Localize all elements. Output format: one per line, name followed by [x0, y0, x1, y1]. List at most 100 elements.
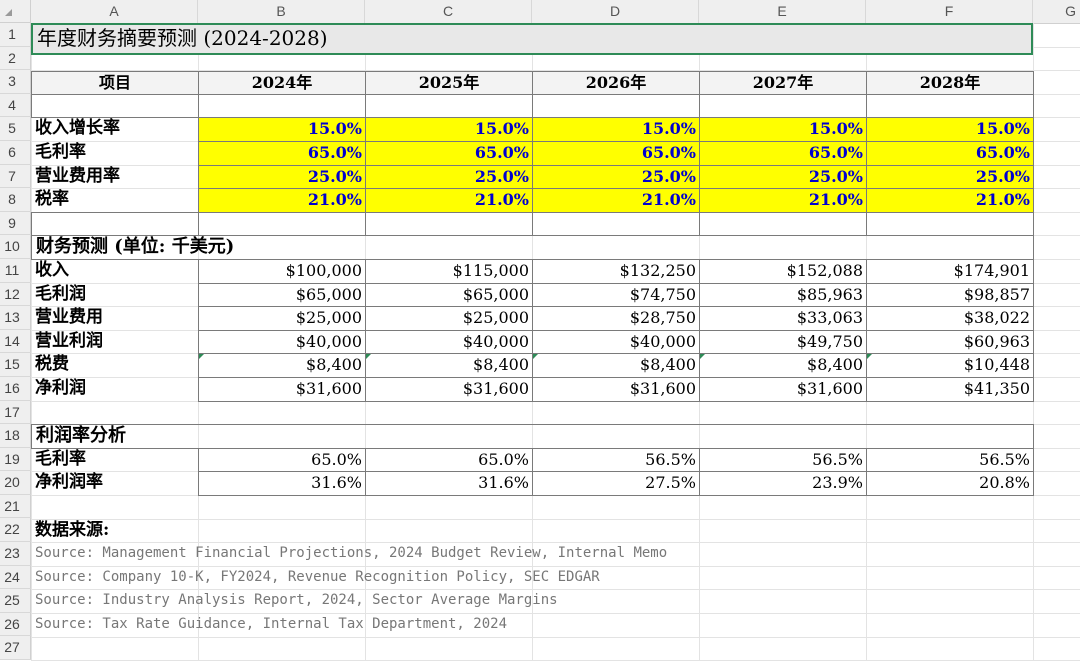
forecast-value-cell[interactable]: $100,000 [198, 259, 366, 284]
assumption-input-cell[interactable]: 15.0% [365, 117, 533, 142]
blank-cell[interactable] [532, 93, 700, 119]
title-cell[interactable]: 年度财务摘要预测 (2024-2028) [31, 23, 1033, 55]
header-year-1[interactable]: 2024年 [198, 71, 366, 95]
assumption-input-cell[interactable]: 65.0% [532, 141, 700, 166]
assumption-input-cell[interactable]: 21.0% [532, 188, 700, 213]
forecast-value-cell[interactable]: $60,963 [866, 329, 1034, 355]
forecast-value-cell[interactable]: $40,000 [365, 329, 533, 355]
header-year-3[interactable]: 2026年 [532, 71, 700, 95]
forecast-value-cell[interactable]: $115,000 [365, 259, 533, 284]
row-header-12[interactable]: 12 [0, 282, 31, 307]
row-header-3[interactable]: 3 [0, 70, 31, 94]
row-header-15[interactable]: 15 [0, 353, 31, 377]
forecast-value-cell[interactable]: $8,400 [198, 353, 366, 378]
row-header-16[interactable]: 16 [0, 376, 31, 401]
forecast-value-cell[interactable]: $65,000 [198, 282, 366, 308]
column-header-a[interactable]: A [31, 0, 198, 23]
assumption-input-cell[interactable]: 65.0% [365, 141, 533, 166]
margin-value-cell[interactable]: 56.5% [532, 447, 700, 473]
forecast-value-cell[interactable]: $28,750 [532, 306, 700, 331]
row-header-21[interactable]: 21 [0, 494, 31, 519]
assumption-input-cell[interactable]: 25.0% [365, 164, 533, 190]
assumption-input-cell[interactable]: 15.0% [198, 117, 366, 142]
forecast-value-cell[interactable]: $152,088 [699, 259, 867, 284]
forecast-value-cell[interactable]: $8,400 [365, 353, 533, 378]
margin-value-cell[interactable]: 23.9% [699, 471, 867, 496]
row-header-13[interactable]: 13 [0, 306, 31, 330]
assumption-input-cell[interactable]: 15.0% [866, 117, 1034, 142]
forecast-value-cell[interactable]: $65,000 [365, 282, 533, 308]
margin-value-cell[interactable]: 20.8% [866, 471, 1034, 496]
header-item[interactable]: 项目 [31, 71, 199, 95]
assumption-input-cell[interactable]: 21.0% [198, 188, 366, 213]
margin-value-cell[interactable]: 56.5% [699, 447, 867, 473]
source-line[interactable]: Source: Company 10-K, FY2024, Revenue Re… [35, 568, 600, 585]
margin-value-cell[interactable]: 31.6% [198, 471, 366, 496]
row-header-18[interactable]: 18 [0, 424, 31, 448]
row-header-27[interactable]: 27 [0, 636, 31, 661]
row-header-19[interactable]: 19 [0, 447, 31, 472]
row-header-8[interactable]: 8 [0, 188, 31, 212]
row-header-6[interactable]: 6 [0, 140, 31, 165]
forecast-value-cell[interactable]: $25,000 [365, 306, 533, 331]
forecast-value-cell[interactable]: $10,448 [866, 353, 1034, 378]
assumption-input-cell[interactable]: 65.0% [198, 141, 366, 166]
blank-cell[interactable] [866, 93, 1034, 119]
column-header-b[interactable]: B [198, 0, 365, 23]
blank-cell[interactable] [31, 93, 199, 119]
blank-cell[interactable] [198, 211, 366, 237]
margin-label[interactable]: 净利润率 [35, 472, 103, 493]
source-line[interactable]: Source: Management Financial Projections… [35, 545, 668, 562]
column-header-e[interactable]: E [699, 0, 866, 23]
blank-cell[interactable] [866, 211, 1034, 237]
row-header-2[interactable]: 2 [0, 46, 31, 71]
column-header-g[interactable]: G [1065, 3, 1076, 19]
blank-cell[interactable] [699, 93, 867, 119]
blank-cell[interactable] [532, 211, 700, 237]
margin-value-cell[interactable]: 65.0% [198, 447, 366, 473]
forecast-value-cell[interactable]: $8,400 [699, 353, 867, 378]
row-header-11[interactable]: 11 [0, 258, 31, 283]
row-header-14[interactable]: 14 [0, 329, 31, 354]
margin-value-cell[interactable]: 65.0% [365, 447, 533, 473]
row-header-4[interactable]: 4 [0, 93, 31, 118]
forecast-value-cell[interactable]: $174,901 [866, 259, 1034, 284]
header-year-2[interactable]: 2025年 [365, 71, 533, 95]
assumption-input-cell[interactable]: 25.0% [699, 164, 867, 190]
column-header-c[interactable]: C [365, 0, 532, 23]
forecast-label[interactable]: 毛利润 [35, 283, 86, 304]
margin-value-cell[interactable]: 27.5% [532, 471, 700, 496]
forecast-value-cell[interactable]: $31,600 [532, 377, 700, 402]
assumption-input-cell[interactable]: 25.0% [866, 164, 1034, 190]
forecast-value-cell[interactable]: $85,963 [699, 282, 867, 308]
header-year-5[interactable]: 2028年 [866, 71, 1034, 95]
blank-cell[interactable] [365, 211, 533, 237]
assumption-input-cell[interactable]: 21.0% [866, 188, 1034, 213]
sources-title[interactable]: 数据来源: [35, 519, 110, 540]
assumption-label[interactable]: 税率 [35, 189, 69, 210]
margin-value-cell[interactable]: 56.5% [866, 447, 1034, 473]
row-header-17[interactable]: 17 [0, 400, 31, 425]
margin-value-cell[interactable]: 31.6% [365, 471, 533, 496]
forecast-value-cell[interactable]: $25,000 [198, 306, 366, 331]
forecast-value-cell[interactable]: $40,000 [198, 329, 366, 355]
forecast-label[interactable]: 净利润 [35, 378, 86, 398]
blank-cell[interactable] [198, 93, 366, 119]
source-line[interactable]: Source: Industry Analysis Report, 2024, … [35, 592, 558, 609]
row-header-24[interactable]: 24 [0, 565, 31, 590]
forecast-label[interactable]: 营业利润 [35, 330, 103, 351]
forecast-value-cell[interactable]: $49,750 [699, 329, 867, 355]
forecast-section-title[interactable]: 财务预测 (单位: 千美元) [31, 235, 1034, 260]
forecast-value-cell[interactable]: $132,250 [532, 259, 700, 284]
margin-label[interactable]: 毛利率 [35, 448, 86, 469]
row-header-20[interactable]: 20 [0, 471, 31, 495]
row-header-1[interactable]: 1 [0, 23, 31, 47]
assumption-label[interactable]: 毛利率 [35, 142, 86, 162]
forecast-value-cell[interactable]: $31,600 [699, 377, 867, 402]
assumption-input-cell[interactable]: 65.0% [866, 141, 1034, 166]
forecast-label[interactable]: 税费 [35, 354, 69, 375]
row-header-23[interactable]: 23 [0, 542, 31, 566]
assumption-label[interactable]: 营业费用率 [35, 165, 120, 186]
blank-cell[interactable] [365, 93, 533, 119]
assumption-label[interactable]: 收入增长率 [35, 118, 120, 139]
